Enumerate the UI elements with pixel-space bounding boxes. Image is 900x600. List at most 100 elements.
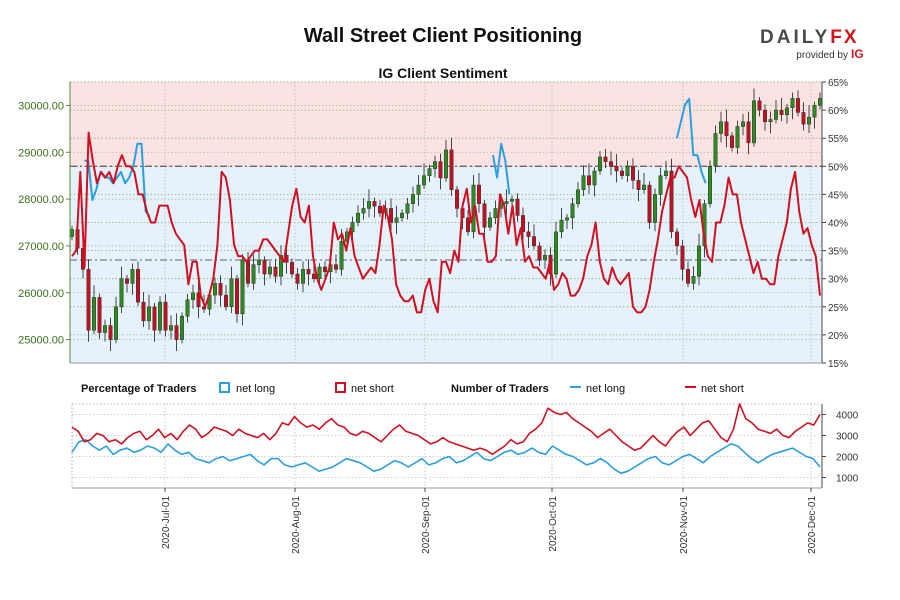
price-candle	[543, 255, 547, 261]
price-candle	[790, 98, 795, 109]
logo-brand-main: DAILY	[760, 27, 830, 48]
price-candle	[653, 194, 657, 223]
price-candle	[774, 109, 778, 120]
price-candle	[312, 273, 316, 279]
price-candle	[620, 170, 624, 176]
lower-axes	[71, 403, 823, 489]
sentiment-lines	[71, 97, 821, 314]
price-candle	[785, 107, 789, 116]
percent-net-long-line	[84, 97, 707, 218]
price-candle	[768, 119, 773, 123]
price-candle	[125, 278, 129, 284]
price-candle	[510, 198, 514, 202]
price-candle	[416, 184, 421, 195]
price-candle	[647, 184, 652, 223]
price-tick-label: 29000.00	[18, 147, 64, 159]
price-candle	[427, 168, 432, 176]
price-candle	[372, 201, 377, 207]
price-candle	[477, 184, 481, 205]
date-tick-label: 2020-Oct-01	[548, 496, 559, 552]
legend-percentage-title: Percentage of Traders	[81, 383, 197, 395]
count-tick-label: 1000	[836, 474, 859, 485]
price-candle	[290, 262, 294, 275]
price-candle	[598, 156, 602, 172]
price-candle	[625, 166, 630, 176]
price-candle	[295, 273, 300, 284]
price-candle	[444, 149, 448, 179]
price-candle	[752, 100, 756, 144]
legend-num-net-short-label: net short	[701, 383, 744, 395]
price-candle	[559, 219, 564, 233]
price-candle	[697, 245, 701, 277]
price-candle	[521, 215, 525, 233]
price-candle	[724, 121, 729, 137]
percent-tick-label: 45%	[828, 190, 848, 201]
price-candle	[196, 292, 201, 308]
legend: Percentage of Traders net long net short…	[81, 382, 744, 395]
price-candle	[818, 98, 822, 106]
price-candle	[664, 170, 668, 176]
price-candle	[405, 203, 410, 214]
price-candle	[136, 269, 140, 303]
price-candle	[141, 301, 146, 322]
price-candle	[70, 229, 74, 237]
percent-tick-label: 40%	[828, 219, 848, 230]
price-candle	[147, 306, 151, 322]
price-candle	[306, 269, 311, 275]
price-candle	[807, 116, 811, 125]
price-candle	[367, 201, 371, 209]
price-candle	[213, 283, 217, 296]
price-candle	[152, 306, 157, 331]
count-axis-labels: 1000 2000 3000 4000	[822, 411, 859, 485]
count-net-long-line	[71, 438, 821, 475]
price-candle	[174, 325, 179, 340]
price-candle	[730, 135, 734, 148]
legend-pct-net-long-swatch	[219, 382, 230, 393]
price-candle	[515, 198, 520, 216]
price-candle	[581, 175, 586, 190]
price-candle	[114, 306, 118, 340]
logo-brand-accent: FX	[830, 27, 858, 48]
price-candle	[570, 203, 575, 219]
price-candle	[262, 259, 267, 275]
date-tick-label: 2020-Dec-01	[807, 496, 818, 554]
price-candle	[642, 184, 646, 190]
price-candle	[103, 325, 107, 333]
price-candle	[488, 217, 492, 228]
price-candle	[323, 266, 327, 272]
price-candle	[273, 266, 278, 277]
price-candle	[268, 266, 272, 275]
price-candle	[389, 208, 393, 223]
price-candle	[361, 208, 366, 214]
price-candle	[339, 240, 344, 270]
price-candle	[779, 109, 784, 116]
price-candle	[218, 283, 223, 296]
percent-net-short-line	[71, 131, 821, 314]
price-candle	[191, 292, 195, 301]
date-axis-labels: 2020-Jul-01 2020-Aug-01 2020-Sep-01 2020-Oc…	[161, 488, 818, 554]
price-candle	[763, 109, 767, 123]
price-candle	[609, 161, 613, 167]
price-candle	[180, 315, 184, 340]
price-candle	[130, 269, 135, 284]
count-tick-label: 4000	[836, 411, 859, 422]
price-candle	[713, 133, 718, 167]
price-candle	[631, 166, 635, 181]
price-candle	[565, 217, 569, 221]
price-candle	[757, 100, 762, 111]
price-candle	[235, 278, 239, 315]
price-candle	[482, 203, 487, 228]
price-tick-label: 26000.00	[18, 288, 64, 300]
percent-tick-label: 65%	[828, 78, 848, 89]
price-candle	[246, 259, 250, 284]
percent-tick-label: 15%	[828, 359, 848, 370]
percent-axis-labels: 15% 20% 25% 30% 35% 40% 45% 50% 55% 60% 65%	[822, 78, 848, 370]
price-candle	[301, 269, 305, 284]
price-candle	[735, 126, 740, 148]
price-candle	[669, 170, 674, 233]
price-candle	[411, 194, 415, 205]
price-candle	[92, 297, 96, 331]
price-tick-label: 30000.00	[18, 100, 64, 112]
price-candle	[526, 231, 531, 237]
